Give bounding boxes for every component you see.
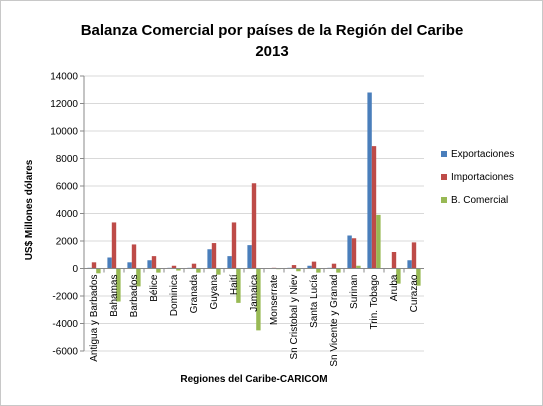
legend-label: B. Comercial bbox=[451, 195, 508, 206]
bar-importaciones-15 bbox=[391, 252, 397, 269]
bar-importaciones-13 bbox=[351, 238, 357, 269]
bar-importaciones-3 bbox=[151, 256, 157, 269]
y-tick-label: 4000 bbox=[56, 209, 79, 220]
bar-b-comercial-11 bbox=[316, 268, 321, 273]
x-category-label: Jamaica bbox=[249, 274, 260, 312]
bar-importaciones-6 bbox=[211, 243, 217, 269]
bars bbox=[87, 92, 421, 331]
x-category-label: Bahamas bbox=[109, 275, 120, 317]
bar-b-comercial-13 bbox=[356, 265, 361, 269]
x-category-label: Guyana bbox=[209, 274, 220, 309]
y-tick-label: 12000 bbox=[50, 99, 78, 110]
bar-b-comercial-15 bbox=[396, 268, 401, 284]
bar-importaciones-7 bbox=[231, 222, 237, 269]
y-axis-title: US$ Millones dólares bbox=[24, 159, 35, 260]
y-tick-label: 14000 bbox=[50, 72, 78, 83]
bar-exportaciones-14 bbox=[367, 92, 372, 269]
bar-b-comercial-14 bbox=[376, 214, 381, 269]
legend-swatch bbox=[441, 151, 447, 157]
bar-exportaciones-11 bbox=[307, 265, 312, 269]
y-tick-label: 6000 bbox=[56, 182, 79, 193]
bar-importaciones-2 bbox=[131, 244, 137, 269]
bar-exportaciones-1 bbox=[107, 257, 112, 269]
y-tick-label: -2000 bbox=[52, 292, 78, 303]
x-axis-title: Regiones del Caribe-CARICOM bbox=[180, 374, 327, 385]
x-category-label: Haití bbox=[229, 274, 240, 295]
x-category-label: Barbados bbox=[129, 275, 140, 318]
bar-exportaciones-6 bbox=[207, 249, 212, 269]
bar-b-comercial-12 bbox=[336, 268, 341, 273]
y-tick-label: -6000 bbox=[52, 347, 78, 358]
bar-b-comercial-3 bbox=[156, 268, 161, 273]
legend-swatch bbox=[441, 174, 447, 180]
x-category-label: Santa Lucía bbox=[309, 274, 320, 328]
x-category-label: Antigua y Barbados bbox=[89, 275, 100, 362]
bar-importaciones-12 bbox=[331, 263, 337, 269]
bar-b-comercial-16 bbox=[416, 268, 421, 286]
bar-b-comercial-6 bbox=[216, 268, 221, 275]
y-tick-label: 0 bbox=[72, 264, 78, 275]
bar-importaciones-1 bbox=[111, 222, 117, 269]
y-tick-label: 10000 bbox=[50, 127, 78, 138]
bar-importaciones-10 bbox=[291, 265, 297, 269]
bar-importaciones-8 bbox=[251, 183, 257, 269]
bar-importaciones-5 bbox=[191, 263, 197, 269]
legend-swatch bbox=[441, 197, 447, 203]
bar-exportaciones-13 bbox=[347, 235, 352, 269]
legend-label: Exportaciones bbox=[451, 149, 514, 160]
bar-importaciones-14 bbox=[371, 146, 377, 269]
bar-exportaciones-16 bbox=[407, 260, 412, 269]
bar-b-comercial-4 bbox=[176, 268, 181, 271]
y-tick-label: -4000 bbox=[52, 319, 78, 330]
bar-b-comercial-8 bbox=[256, 268, 261, 331]
x-category-label: Sn Cristobal y Niev bbox=[289, 275, 300, 360]
chart-title: Balanza Comercial por países de la Regió… bbox=[81, 22, 464, 39]
bar-b-comercial-1 bbox=[116, 268, 121, 302]
x-category-label: Granada bbox=[189, 274, 200, 313]
x-category-label: Sn Vicente y Granad bbox=[329, 275, 340, 367]
bar-b-comercial-2 bbox=[136, 268, 141, 287]
bar-exportaciones-7 bbox=[227, 256, 232, 269]
x-category-label: Surinan bbox=[349, 275, 360, 309]
x-category-label: Monserrate bbox=[269, 274, 280, 325]
bar-b-comercial-5 bbox=[196, 268, 201, 273]
y-axis-tick-labels: 14000 12000 10000 8000 6000 4000 2000 0 -2000 -40… bbox=[50, 72, 78, 358]
x-category-label: Bélice bbox=[149, 274, 160, 302]
x-axis-category-labels: Antigua y Barbados Bahamas Barbados Bélice D… bbox=[83, 268, 420, 367]
x-category-label: Trin. Tobago bbox=[369, 274, 380, 329]
y-tick-label: 8000 bbox=[56, 154, 79, 165]
bar-exportaciones-3 bbox=[147, 260, 152, 269]
bar-importaciones-4 bbox=[171, 265, 177, 269]
y-tick-label: 2000 bbox=[56, 237, 79, 248]
bar-exportaciones-8 bbox=[247, 245, 252, 269]
bar-importaciones-0 bbox=[91, 262, 97, 269]
legend: Exportaciones Importaciones B. Comercial bbox=[441, 149, 514, 206]
bar-b-comercial-7 bbox=[236, 268, 241, 303]
legend-label: Importaciones bbox=[451, 172, 514, 183]
chart-subtitle: 2013 bbox=[255, 43, 288, 60]
bar-importaciones-11 bbox=[311, 261, 317, 269]
bar-b-comercial-10 bbox=[296, 268, 301, 272]
x-category-label: Dominica bbox=[169, 274, 180, 316]
x-category-label: Curazao bbox=[409, 274, 420, 312]
x-category-label: Aruba bbox=[389, 274, 400, 301]
bar-b-comercial-0 bbox=[96, 268, 101, 274]
bar-exportaciones-2 bbox=[127, 262, 132, 269]
bar-importaciones-16 bbox=[411, 242, 417, 269]
